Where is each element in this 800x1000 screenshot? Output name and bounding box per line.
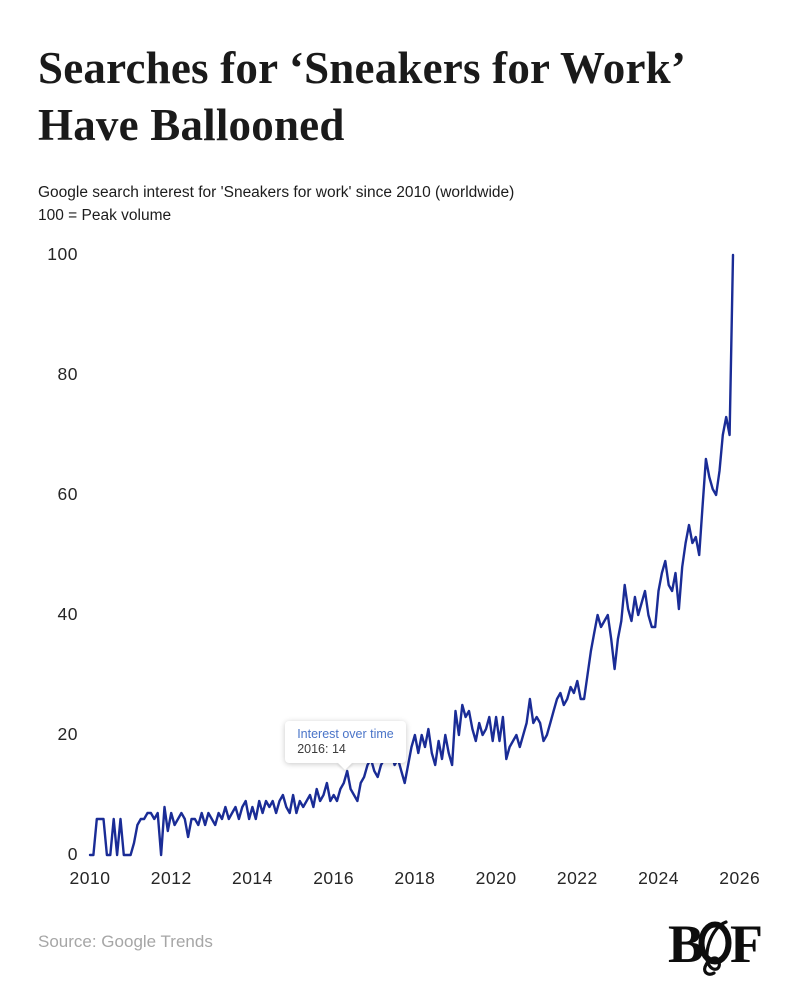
y-tick-label: 0: [67, 844, 78, 864]
page-title: Searches for ‘Sneakers for Work’ Have Ba…: [38, 43, 683, 150]
x-tick-label: 2012: [150, 868, 192, 888]
y-tick-label: 80: [57, 364, 78, 384]
x-tick-label: 2022: [556, 868, 598, 888]
logo-letter-f: F: [730, 914, 763, 974]
y-tick-label: 60: [57, 484, 78, 504]
chart-subtitle: Google search interest for 'Sneakers for…: [38, 182, 738, 228]
trend-line: [88, 253, 735, 857]
logo-letter-b: B: [668, 914, 704, 974]
subtitle-line-1: Google search interest for 'Sneakers for…: [38, 184, 515, 201]
logo-swirl-icon: [703, 920, 728, 976]
subtitle-line-2: 100 = Peak volume: [38, 206, 172, 224]
source-credit: Source: Google Trends: [38, 932, 213, 951]
tooltip-pointer-icon: [337, 762, 354, 770]
bof-logo: B F: [668, 914, 763, 976]
x-tick-label: 2016: [313, 868, 355, 888]
chart-tooltip: Interest over time 2016: 14: [285, 721, 406, 770]
tooltip-value: 2016: 14: [297, 742, 346, 756]
x-tick-label: 2026: [719, 868, 761, 888]
x-tick-label: 2010: [69, 868, 111, 888]
x-tick-label: 2024: [638, 868, 680, 888]
y-tick-label: 100: [47, 244, 78, 264]
y-tick-label: 20: [57, 724, 78, 744]
x-tick-label: 2014: [231, 868, 273, 888]
logo-ornate-o-icon: [698, 921, 732, 965]
x-tick-label: 2018: [394, 868, 436, 888]
x-tick-label: 2020: [475, 868, 517, 888]
y-tick-label: 40: [57, 604, 78, 624]
tooltip-title: Interest over time: [297, 727, 394, 741]
